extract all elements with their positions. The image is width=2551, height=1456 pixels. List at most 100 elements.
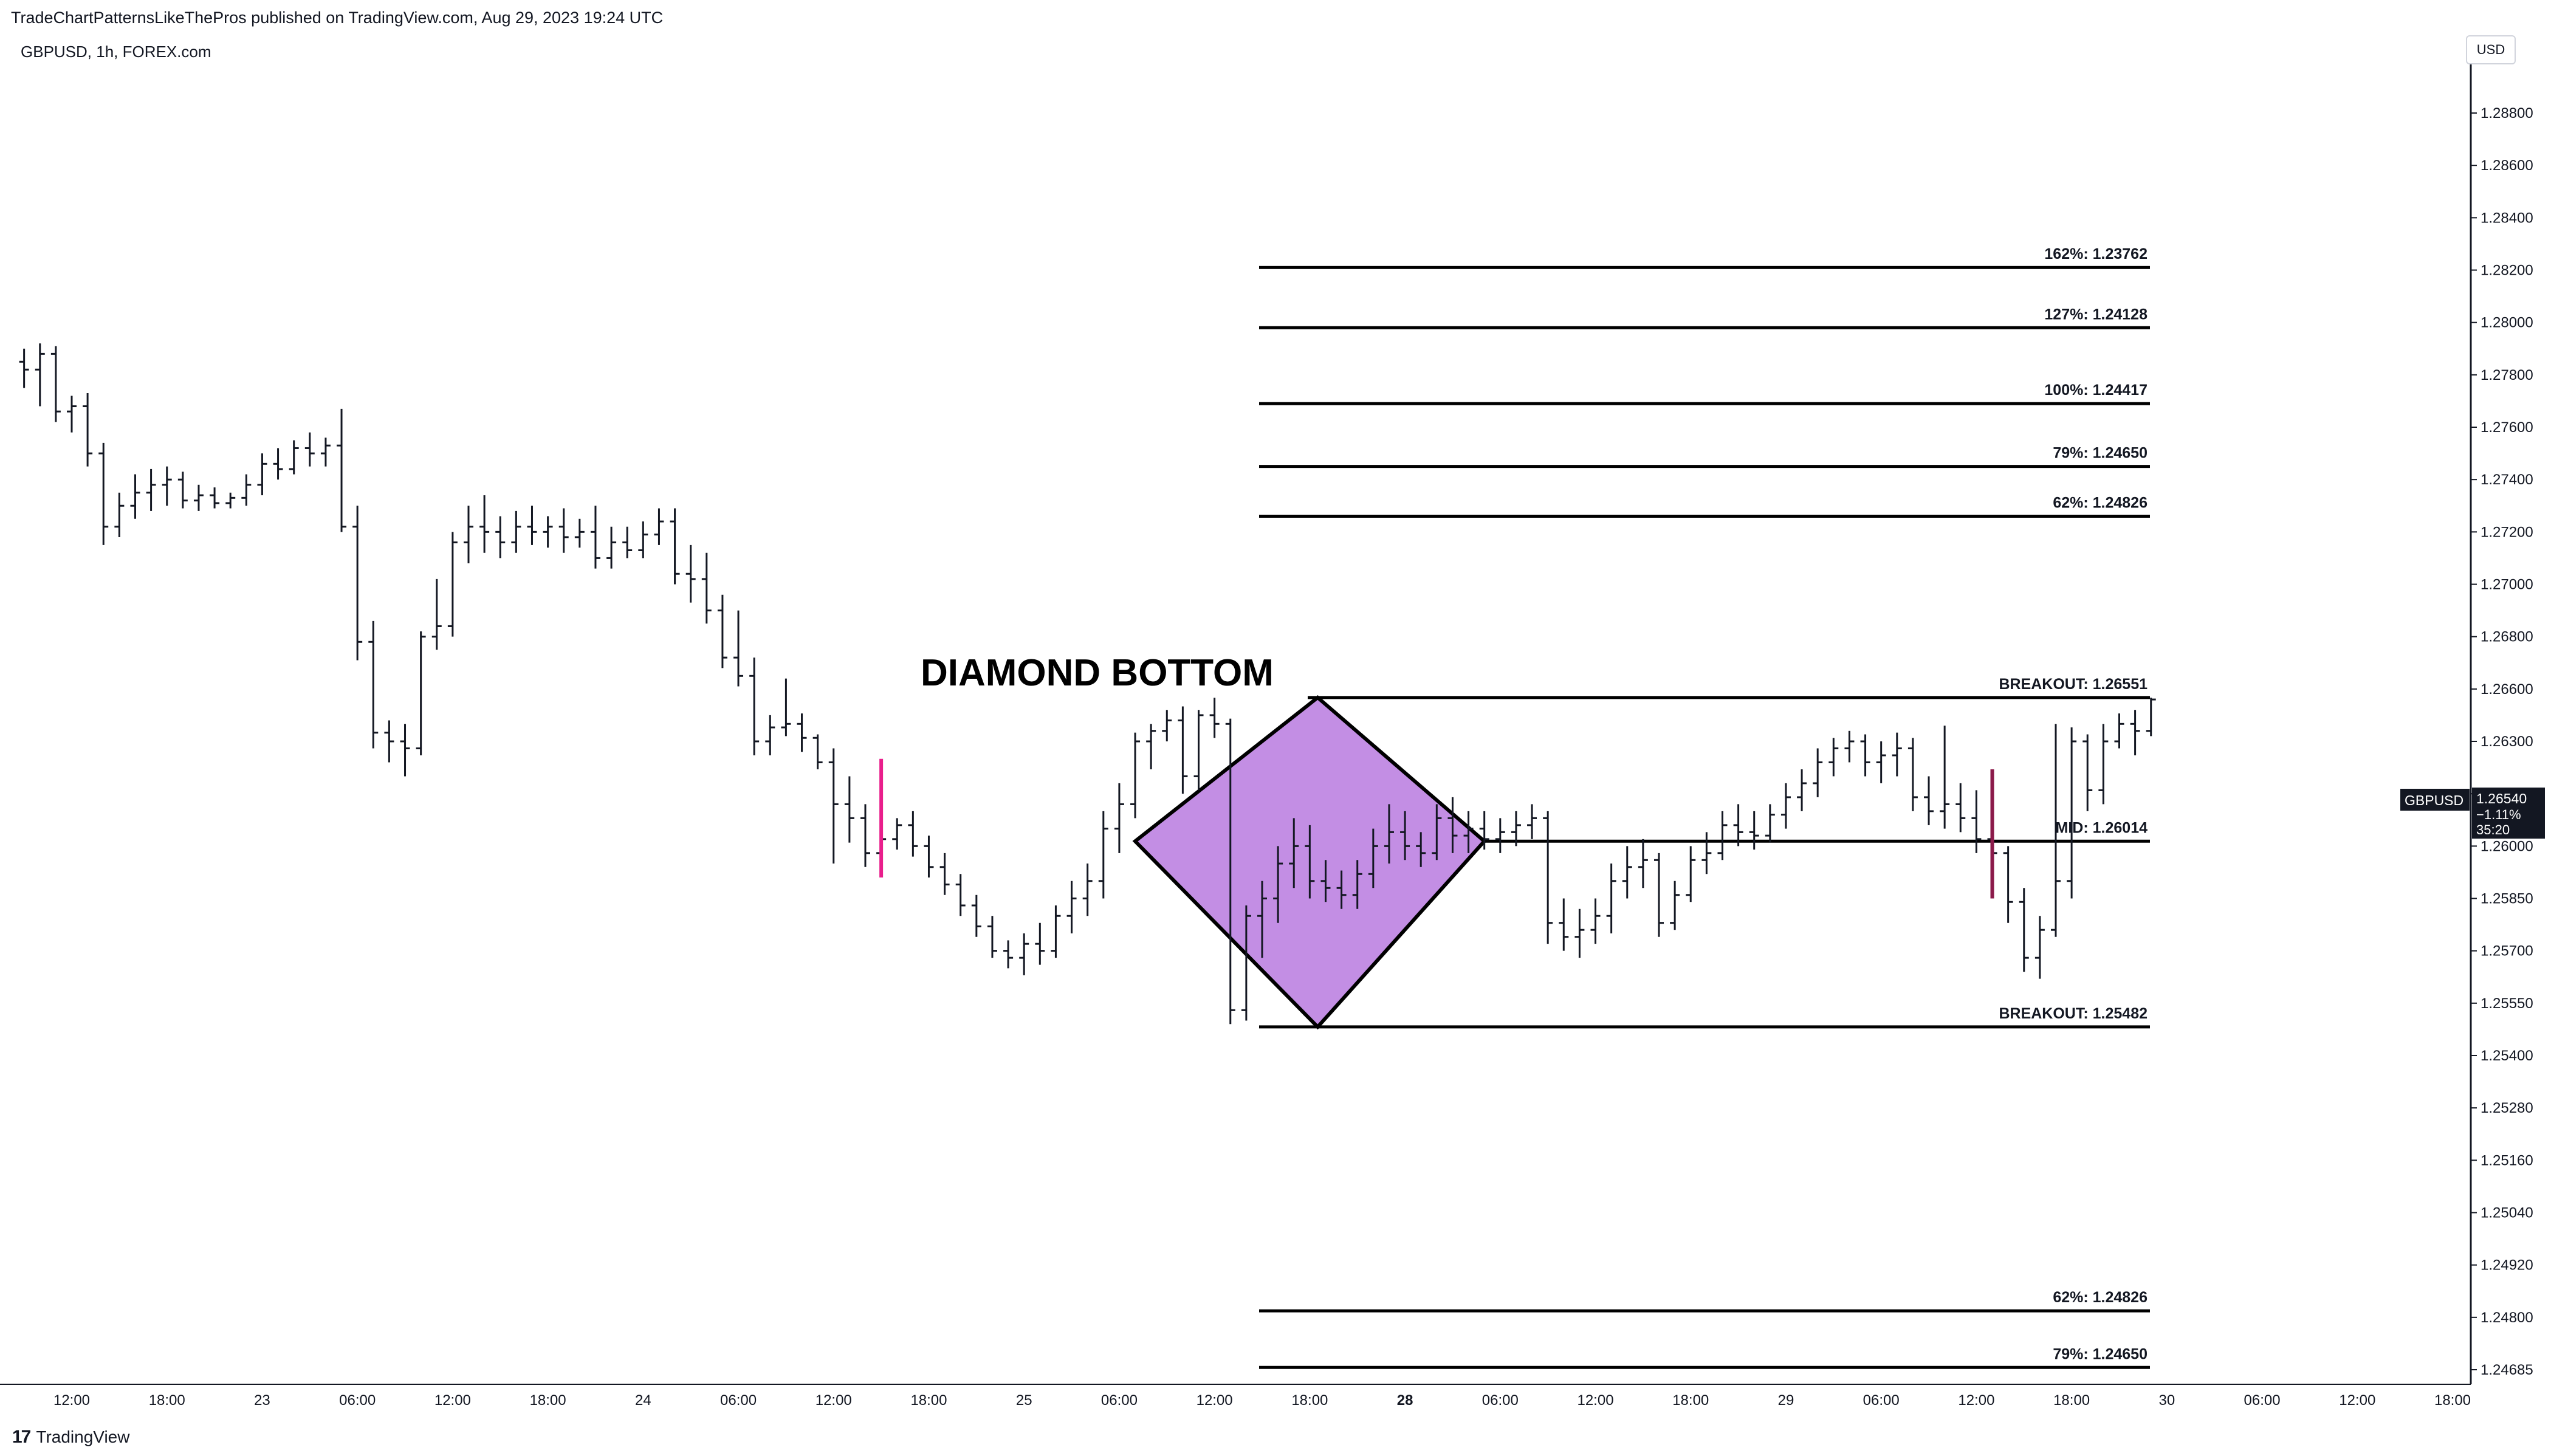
ohlc-bar	[67, 396, 77, 433]
ohlc-bar	[464, 506, 473, 564]
ohlc-bar	[574, 518, 585, 548]
ohlc-bar	[1892, 732, 1902, 777]
time-tick-label: 12:00	[1577, 1392, 1613, 1409]
time-tick-label: 06:00	[2244, 1392, 2281, 1409]
price-axis[interactable]: 1.28800 1.28600 1.28400 1.28200 1.28000 1.278…	[2471, 105, 2533, 1378]
ohlc-bar	[368, 620, 379, 749]
ohlc-bar	[241, 474, 252, 506]
price-tick-label: 1.27200	[2481, 524, 2533, 540]
ohlc-bar	[1940, 726, 1950, 829]
ohlc-bar	[1273, 846, 1283, 923]
ohlc-bar	[1543, 811, 1553, 944]
ohlc-bar	[1035, 922, 1045, 965]
ohlc-bar	[1749, 811, 1759, 850]
ohlc-bar	[1447, 797, 1458, 853]
ohlc-bar	[654, 508, 664, 545]
ohlc-bar	[50, 346, 61, 422]
ohlc-bar	[1765, 804, 1775, 843]
ohlc-bar	[83, 393, 93, 467]
price-tag-price: 1.26540	[2476, 791, 2527, 806]
ohlc-bar	[1368, 828, 1378, 888]
ohlc-bar	[1495, 818, 1505, 853]
time-tick-label: 12:00	[1958, 1392, 1994, 1409]
ohlc-bar	[2130, 710, 2140, 755]
ohlc-bar	[765, 715, 775, 755]
time-axis[interactable]: 12:00 18:00 23 06:00 12:00 18:00 24 06:00 12:00 1…	[0, 1384, 2471, 1409]
time-tick-label: 06:00	[339, 1392, 376, 1409]
ohlc-bar	[1574, 908, 1585, 958]
ohlc-bar	[400, 724, 410, 777]
ohlc-bar	[114, 492, 125, 537]
currency-button[interactable]: USD	[2466, 35, 2516, 64]
price-tag-bg	[2472, 788, 2545, 839]
ohlc-bar	[1844, 730, 1855, 763]
tradingview-footer[interactable]: 17 TradingView	[12, 1427, 129, 1447]
ohlc-bar	[670, 508, 680, 585]
price-tick-label: 1.25040	[2481, 1205, 2533, 1221]
ohlc-bar	[98, 442, 109, 545]
ohlc-bar	[717, 594, 727, 668]
time-tick-label: 30	[2158, 1392, 2175, 1409]
level-label: 62%: 1.24826	[2053, 494, 2148, 511]
ohlc-bar	[1463, 811, 1474, 853]
time-tick-label: 18:00	[910, 1392, 947, 1409]
ohlc-bar	[304, 432, 315, 467]
price-tick-label: 1.28000	[2481, 315, 2533, 331]
time-tick-label: 12:00	[434, 1392, 471, 1409]
ohlc-bar	[352, 506, 363, 661]
ohlc-bar	[1780, 783, 1791, 829]
ohlc-bar	[1797, 769, 1807, 811]
current-price-tag: GBPUSD 1.26540 −1.11% 35:20	[2400, 788, 2545, 839]
price-tick-label: 1.26300	[2481, 733, 2533, 750]
ohlc-bar	[1701, 832, 1712, 874]
ohlc-bar	[1654, 853, 1664, 937]
time-tick-label: 24	[635, 1392, 651, 1409]
ohlc-bar	[1717, 811, 1728, 860]
publisher-header: TradeChartPatternsLikeThePros published …	[11, 9, 664, 27]
ohlc-bar	[558, 508, 569, 553]
time-tick-label: 18:00	[2053, 1392, 2090, 1409]
ohlc-bar	[1813, 748, 1823, 797]
ohlc-bar	[1257, 881, 1267, 958]
ohlc-bar	[1146, 724, 1156, 769]
ohlc-bar	[1400, 811, 1410, 860]
ohlc-bar	[1955, 783, 1966, 833]
ohlc-bar	[130, 474, 140, 519]
level-label: 79%: 1.24650	[2053, 445, 2148, 462]
price-tick-label: 1.24685	[2481, 1362, 2533, 1378]
ohlc-bar	[1638, 839, 1648, 888]
level-label: 79%: 1.24650	[2053, 1345, 2148, 1362]
price-tick-label: 1.27000	[2481, 577, 2533, 593]
level-label: 162%: 1.23762	[2044, 246, 2148, 263]
ohlc-bar	[146, 469, 156, 511]
time-tick-label: 12:00	[815, 1392, 852, 1409]
ohlc-bar	[2051, 724, 2061, 937]
ohlc-bar	[844, 776, 854, 843]
time-tick-label: 06:00	[720, 1392, 757, 1409]
ohlc-bar	[1162, 710, 1172, 741]
symbol-info[interactable]: GBPUSD, 1h, FOREX.com	[21, 43, 211, 61]
level-label: BREAKOUT: 1.26551	[1999, 676, 2148, 693]
ohlc-bar	[908, 811, 918, 857]
ohlc-bar	[511, 510, 521, 553]
ohlc-bar	[1352, 860, 1362, 909]
ohlc-bar	[1416, 832, 1426, 867]
chart-title: DIAMOND BOTTOM	[921, 652, 1274, 694]
price-tick-label: 1.28400	[2481, 210, 2533, 226]
ohlc-bar	[1336, 870, 1347, 909]
ohlc-bar	[1670, 881, 1680, 930]
ohlc-bar	[2114, 713, 2124, 749]
price-tick-label: 1.28200	[2481, 263, 2533, 279]
ohlc-bar	[495, 516, 506, 558]
ohlc-bar	[1622, 846, 1632, 899]
ohlc-bar	[606, 526, 617, 569]
ohlc-bar	[590, 506, 600, 569]
ohlc-bar	[892, 818, 902, 850]
time-tick-label: 23	[254, 1392, 270, 1409]
price-tick-label: 1.27800	[2481, 367, 2533, 383]
ohlc-bar	[812, 734, 823, 769]
price-tick-label: 1.25280	[2481, 1100, 2533, 1116]
ohlc-bar	[2019, 888, 2029, 972]
level-label: 100%: 1.24417	[2044, 382, 2148, 399]
